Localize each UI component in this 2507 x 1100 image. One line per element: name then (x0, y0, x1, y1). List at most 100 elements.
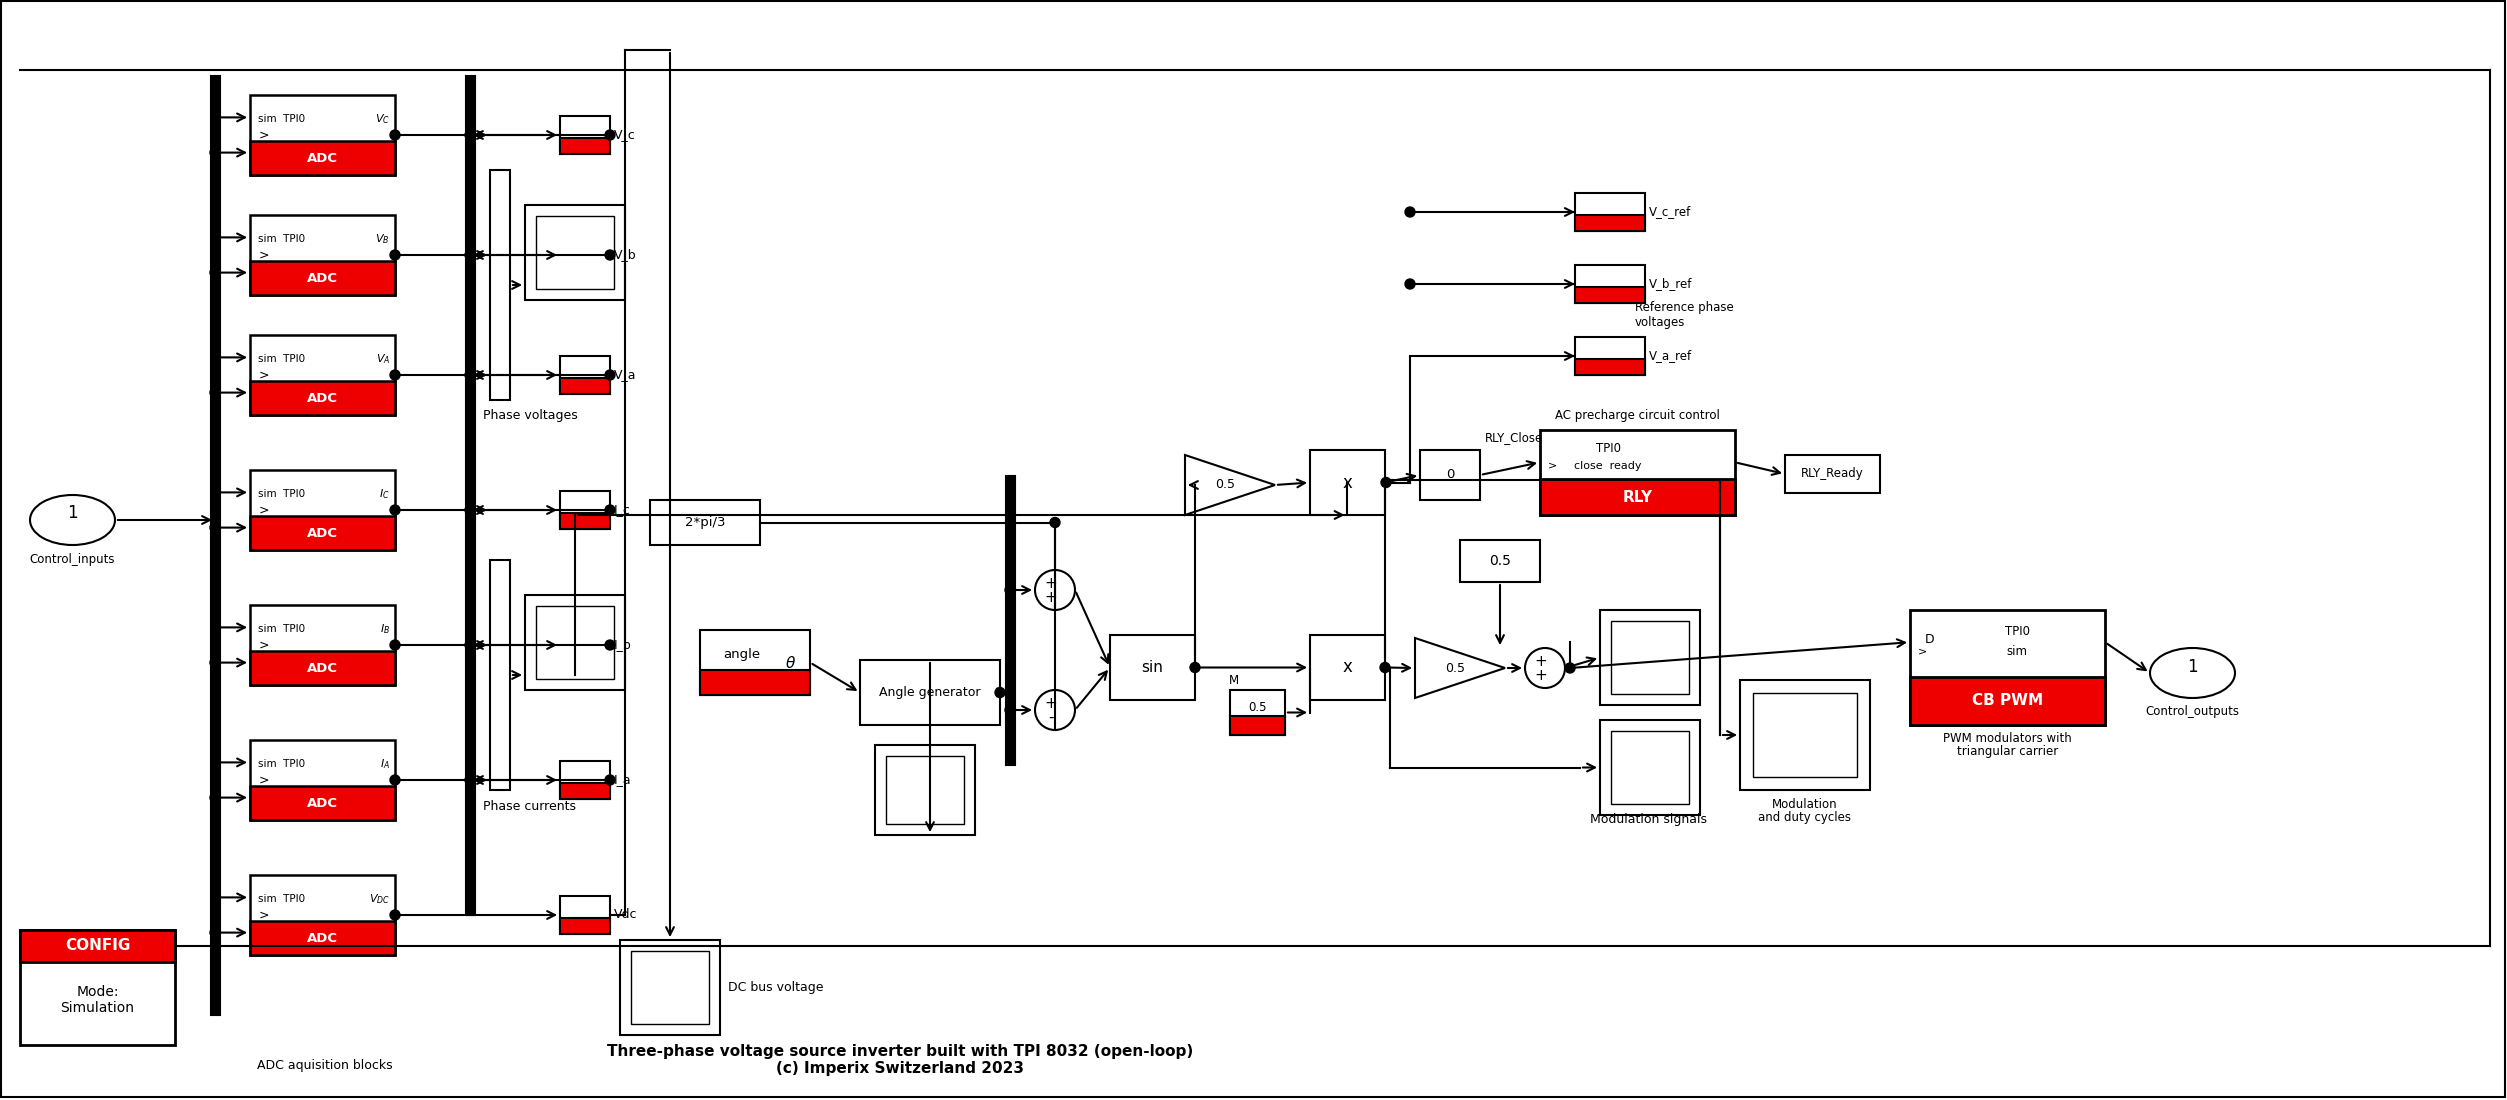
Circle shape (1050, 517, 1060, 528)
Bar (251, 874, 396, 955)
Bar (1574, 287, 1645, 303)
Text: I_a: I_a (614, 773, 632, 786)
Bar (1574, 192, 1645, 231)
Text: DC bus voltage: DC bus voltage (727, 981, 822, 994)
Text: Phase voltages: Phase voltages (484, 409, 577, 422)
Circle shape (464, 130, 474, 140)
Text: RLY_Ready: RLY_Ready (1800, 468, 1863, 481)
Text: ADC: ADC (306, 932, 338, 945)
Bar (1910, 610, 2106, 725)
Bar (559, 918, 609, 934)
Text: I_b: I_b (614, 638, 632, 651)
Bar (489, 170, 509, 400)
Text: I$_C$: I$_C$ (379, 487, 391, 500)
Text: Vdc: Vdc (614, 909, 637, 922)
Text: TPI0: TPI0 (1597, 442, 1620, 455)
Bar (251, 651, 396, 685)
Text: RLY_Close: RLY_Close (1484, 431, 1544, 444)
Bar (1459, 540, 1539, 582)
Bar (1574, 214, 1645, 231)
Text: V_c: V_c (614, 129, 637, 142)
Bar (1231, 716, 1286, 735)
Text: 1: 1 (68, 504, 78, 522)
Circle shape (464, 370, 474, 379)
Ellipse shape (30, 495, 115, 544)
Text: and duty cycles: and duty cycles (1757, 811, 1853, 824)
Bar (251, 382, 396, 415)
Circle shape (211, 522, 221, 532)
Text: ADC aquisition blocks: ADC aquisition blocks (258, 1058, 394, 1071)
Bar (559, 378, 609, 394)
Circle shape (464, 640, 474, 650)
Bar (251, 95, 396, 175)
Bar (1111, 635, 1196, 700)
Circle shape (604, 370, 614, 379)
Circle shape (1035, 690, 1076, 730)
Circle shape (1564, 663, 1574, 673)
Circle shape (1005, 705, 1015, 715)
Bar (559, 491, 609, 529)
Bar (251, 605, 396, 685)
Circle shape (391, 370, 401, 379)
Text: Reference phase
voltages: Reference phase voltages (1635, 301, 1735, 329)
Text: 0.5: 0.5 (1216, 478, 1236, 492)
Bar (1599, 610, 1700, 705)
Text: Control_inputs: Control_inputs (30, 552, 115, 565)
Text: I$_B$: I$_B$ (379, 623, 391, 636)
Bar (251, 786, 396, 820)
Circle shape (211, 793, 221, 803)
Bar (251, 922, 396, 955)
Bar (536, 217, 614, 288)
Text: >: > (258, 504, 268, 517)
Bar (559, 258, 609, 274)
Bar (1910, 676, 2106, 725)
Bar (559, 116, 609, 154)
Circle shape (391, 130, 401, 140)
Text: >: > (258, 249, 268, 262)
Text: Phase currents: Phase currents (484, 800, 577, 813)
Circle shape (464, 250, 474, 260)
Text: Mode:
Simulation: Mode: Simulation (60, 984, 135, 1015)
Bar (1539, 480, 1735, 515)
Circle shape (1005, 585, 1015, 595)
Text: 0.5: 0.5 (1489, 554, 1512, 568)
Circle shape (604, 130, 614, 140)
Text: CONFIG: CONFIG (65, 938, 130, 954)
Polygon shape (1414, 638, 1504, 698)
Text: TPI0: TPI0 (2006, 625, 2031, 638)
Bar (1599, 720, 1700, 815)
Bar (1574, 265, 1645, 302)
Text: +: + (1534, 653, 1547, 669)
Circle shape (604, 505, 614, 515)
Circle shape (604, 776, 614, 785)
Text: D: D (1925, 634, 1935, 647)
Bar (559, 236, 609, 274)
Text: angle: angle (722, 648, 760, 661)
Text: ADC: ADC (306, 272, 338, 285)
Bar (251, 740, 396, 820)
Text: Control_outputs: Control_outputs (2146, 705, 2239, 718)
Circle shape (1379, 662, 1389, 672)
Bar (251, 516, 396, 550)
Text: CB PWM: CB PWM (1973, 693, 2043, 708)
Text: V_a: V_a (614, 368, 637, 382)
Bar (536, 606, 614, 679)
Bar (559, 626, 609, 664)
Text: sim  TPI0: sim TPI0 (258, 894, 306, 904)
Circle shape (1035, 570, 1076, 611)
Bar (860, 660, 1000, 725)
Text: sim  TPI0: sim TPI0 (258, 114, 306, 124)
Text: M: M (1228, 674, 1238, 688)
Text: >: > (1918, 647, 1928, 657)
Bar (699, 630, 810, 695)
Text: +: + (1045, 695, 1058, 711)
Polygon shape (1186, 455, 1276, 515)
Bar (251, 262, 396, 295)
Text: I_c: I_c (614, 504, 632, 517)
Bar (559, 783, 609, 799)
Text: >: > (258, 909, 268, 922)
Circle shape (391, 505, 401, 515)
Bar (251, 142, 396, 175)
Circle shape (1524, 648, 1564, 688)
Circle shape (391, 910, 401, 920)
